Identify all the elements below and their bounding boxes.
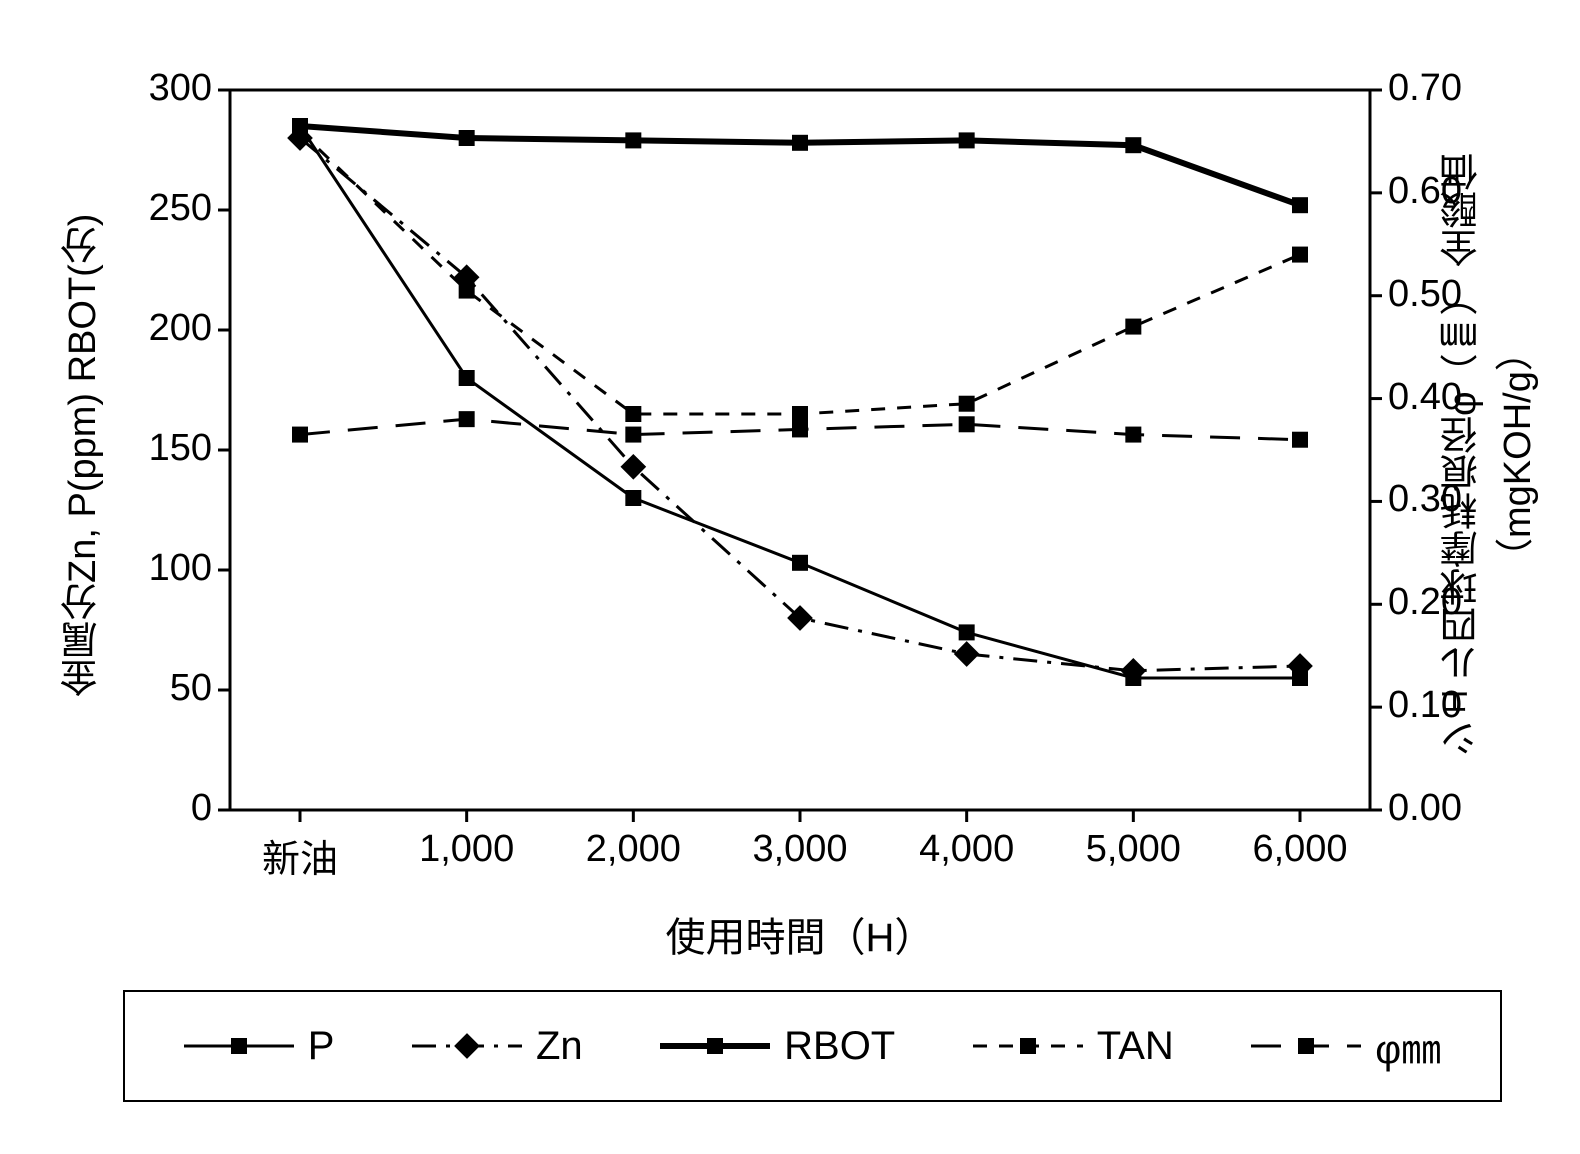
- series-marker-RBOT: [625, 132, 641, 148]
- x-tick-label: 2,000: [553, 828, 713, 871]
- y-right-tick-label: 0.10: [1388, 684, 1462, 727]
- x-tick-label: 1,000: [387, 828, 547, 871]
- y-right-tick-label: 0.60: [1388, 170, 1462, 213]
- series-marker-RBOT: [459, 130, 475, 146]
- series-marker-TAN: [292, 123, 308, 139]
- y-left-tick-label: 0: [191, 787, 212, 830]
- legend-line-icon: [412, 1026, 522, 1066]
- y-right-tick-label: 0.00: [1388, 787, 1462, 830]
- series-marker-φ㎜: [959, 416, 975, 432]
- y-right-tick-label: 0.40: [1388, 376, 1462, 419]
- series-marker-φ㎜: [625, 427, 641, 443]
- legend: P Zn RBOT TAN φ㎜: [123, 990, 1502, 1102]
- series-marker-P: [959, 624, 975, 640]
- legend-label: RBOT: [784, 1024, 895, 1069]
- series-marker-TAN: [459, 283, 475, 299]
- legend-item-φ㎜: φ㎜: [1251, 1017, 1441, 1075]
- series-marker-P: [459, 370, 475, 386]
- x-tick-label: 5,000: [1053, 828, 1213, 871]
- series-marker-φ㎜: [792, 421, 808, 437]
- series-marker-RBOT: [792, 135, 808, 151]
- series-marker-TAN: [792, 406, 808, 422]
- series-marker-Zn: [954, 641, 980, 667]
- legend-label: TAN: [1097, 1024, 1174, 1069]
- series-marker-Zn: [1120, 658, 1146, 684]
- series-marker-TAN: [1125, 319, 1141, 335]
- y-right-tick-label: 0.30: [1388, 478, 1462, 521]
- chart-figure: 金属分Zn, P(ppm) RBOT(分) シェル四球摩耗痕径φ（㎜） 全酸価（…: [0, 0, 1580, 1154]
- series-line-P: [300, 126, 1300, 678]
- legend-item-Zn: Zn: [412, 1024, 583, 1069]
- series-marker-φ㎜: [459, 411, 475, 427]
- x-tick-label: 3,000: [720, 828, 880, 871]
- y-left-tick-label: 300: [149, 67, 212, 110]
- series-marker-TAN: [959, 396, 975, 412]
- legend-label: Zn: [536, 1024, 583, 1069]
- series-line-Zn: [300, 138, 1300, 671]
- series-marker-P: [792, 555, 808, 571]
- legend-line-icon: [1251, 1026, 1361, 1066]
- y-right-tick-label: 0.70: [1388, 67, 1462, 110]
- x-tick-label: 新油: [220, 828, 380, 883]
- series-marker-P: [625, 490, 641, 506]
- y-right-tick-label: 0.20: [1388, 581, 1462, 624]
- x-tick-label: 6,000: [1220, 828, 1380, 871]
- series-marker-TAN: [625, 406, 641, 422]
- legend-line-icon: [660, 1026, 770, 1066]
- legend-item-TAN: TAN: [973, 1024, 1174, 1069]
- series-marker-RBOT: [959, 132, 975, 148]
- legend-line-icon: [973, 1026, 1083, 1066]
- series-marker-φ㎜: [1125, 427, 1141, 443]
- y-left-tick-label: 200: [149, 307, 212, 350]
- y-left-tick-label: 100: [149, 547, 212, 590]
- y-left-tick-label: 250: [149, 187, 212, 230]
- series-marker-TAN: [1292, 247, 1308, 263]
- series-marker-φ㎜: [292, 427, 308, 443]
- series-marker-Zn: [1287, 653, 1313, 679]
- series-marker-RBOT: [1292, 197, 1308, 213]
- series-line-TAN: [300, 131, 1300, 414]
- series-marker-φ㎜: [1292, 432, 1308, 448]
- legend-item-RBOT: RBOT: [660, 1024, 895, 1069]
- legend-label: P: [308, 1024, 335, 1069]
- x-tick-label: 4,000: [887, 828, 1047, 871]
- y-left-tick-label: 50: [170, 667, 212, 710]
- y-right-tick-label: 0.50: [1388, 273, 1462, 316]
- series-marker-RBOT: [1125, 137, 1141, 153]
- legend-item-P: P: [184, 1024, 335, 1069]
- legend-label: φ㎜: [1375, 1017, 1441, 1075]
- y-left-tick-label: 150: [149, 427, 212, 470]
- legend-line-icon: [184, 1026, 294, 1066]
